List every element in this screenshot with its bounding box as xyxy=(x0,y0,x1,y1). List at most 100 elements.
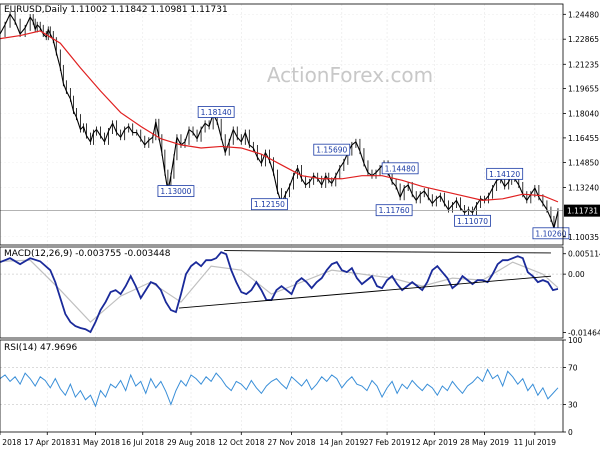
price-bar xyxy=(363,163,369,173)
price-bar xyxy=(355,141,361,152)
price-bar xyxy=(176,136,182,146)
price-bar xyxy=(69,98,74,112)
price-bar xyxy=(264,152,270,161)
macd-trendline xyxy=(224,250,551,254)
y-tick-label: 1.22865 xyxy=(568,35,599,44)
price-bar xyxy=(328,179,333,184)
price-bar xyxy=(148,136,154,141)
price-bar xyxy=(65,90,71,99)
price-bar xyxy=(120,129,126,138)
price-bar xyxy=(170,157,175,176)
macd-series xyxy=(0,250,559,334)
price-bar xyxy=(192,132,198,140)
rsi-title: RSI(14) 47.9696 xyxy=(4,343,77,353)
price-bar xyxy=(488,187,494,196)
moving-average-line xyxy=(0,30,559,203)
price-bar xyxy=(500,178,506,187)
price-annotation-label: 1.10260 xyxy=(535,229,566,238)
price-bar xyxy=(232,129,238,138)
price-bar xyxy=(415,193,421,201)
price-bar xyxy=(403,184,409,189)
rsi-frame xyxy=(0,339,564,433)
x-tick-label: 12 Oct 2018 xyxy=(218,438,265,447)
grid xyxy=(0,4,563,432)
x-tick-label: 2 Mar 2018 xyxy=(0,438,22,447)
price-bar xyxy=(244,132,250,146)
price-bar xyxy=(4,13,11,26)
price-bar xyxy=(514,178,520,186)
price-bar xyxy=(144,139,150,146)
price-bar xyxy=(359,150,365,164)
price-annotation-box xyxy=(157,185,195,198)
price-pane: 1.18140 1.13000 1.12150 1.15690 1.14480 1.117… xyxy=(0,5,570,240)
price-bar xyxy=(451,199,457,206)
price-annotation-label: 1.11070 xyxy=(457,217,488,226)
price-annotation-label: 1.14480 xyxy=(385,164,416,173)
price-bar xyxy=(36,24,41,29)
price-annotation-label: 1.18140 xyxy=(201,108,232,117)
price-bar xyxy=(155,121,160,138)
price-bar xyxy=(75,117,81,130)
price-bar xyxy=(80,126,84,130)
price-bar xyxy=(335,167,341,176)
price-bar xyxy=(289,175,295,187)
y-tick-label: 0 xyxy=(568,428,573,437)
price-bar xyxy=(236,136,242,143)
y-tick-label: 0.00 xyxy=(568,270,585,279)
price-annotation-label: 1.14120 xyxy=(489,170,520,179)
macd-frame xyxy=(0,246,564,339)
price-annotation-label: 1.12150 xyxy=(254,200,285,209)
price-bar xyxy=(52,40,57,53)
price-bar xyxy=(82,126,87,136)
price-bar xyxy=(104,130,110,143)
price-bar xyxy=(468,209,473,214)
current-price-box xyxy=(564,204,600,217)
price-annotations: 1.18140 1.13000 1.12150 1.15690 1.14480 1.117… xyxy=(157,106,570,240)
price-bar xyxy=(128,126,134,133)
price-bar xyxy=(248,144,254,149)
price-bar xyxy=(317,178,323,186)
y-tick-label: 1.24480 xyxy=(568,10,599,19)
price-bar xyxy=(530,187,536,195)
price-bar xyxy=(309,175,315,183)
price-bar xyxy=(116,132,122,138)
price-bar xyxy=(161,152,166,173)
price-bar xyxy=(301,178,307,186)
price-annotation-box xyxy=(313,143,351,156)
price-bar xyxy=(200,123,206,130)
price-bar xyxy=(55,52,61,69)
price-bar xyxy=(9,13,16,23)
price-bar xyxy=(553,210,559,229)
price-bar xyxy=(550,218,555,229)
price-bar xyxy=(285,186,291,195)
price-frame xyxy=(0,3,564,246)
x-tick-label: 28 May 2019 xyxy=(460,438,509,447)
price-bar xyxy=(14,21,21,35)
price-bar xyxy=(173,137,178,158)
price-bar xyxy=(29,16,34,23)
price-annotation-box xyxy=(532,227,570,240)
price-bar xyxy=(0,24,6,35)
price-bar xyxy=(391,181,397,187)
price-bar xyxy=(522,193,528,201)
price-annotation-box xyxy=(251,198,288,211)
price-bar xyxy=(188,129,194,134)
y-tick-label: 1.13240 xyxy=(568,183,599,192)
price-bar xyxy=(86,135,91,143)
price-bar xyxy=(546,209,552,220)
price-annotation-box xyxy=(375,204,413,217)
price-bar xyxy=(42,33,47,38)
x-tick-label: 12 Apr 2019 xyxy=(411,438,458,447)
price-bar xyxy=(272,172,279,192)
price-bar xyxy=(305,181,310,186)
price-bar xyxy=(24,16,31,29)
x-tick-label: 27 Feb 2019 xyxy=(364,438,411,447)
y-tick-label: 70 xyxy=(568,364,578,373)
price-bar xyxy=(472,204,478,213)
price-bar xyxy=(96,129,101,136)
price-bar xyxy=(136,132,142,140)
price-bar xyxy=(464,209,469,214)
price-bar xyxy=(19,27,26,35)
